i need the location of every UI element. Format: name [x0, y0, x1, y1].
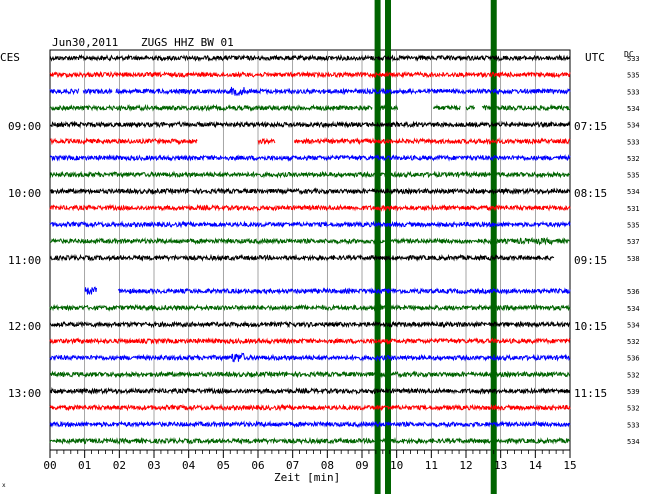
dc-value: 535 [627, 72, 640, 80]
trace-line [49, 203, 571, 212]
event-band [490, 0, 497, 494]
trace-line [84, 286, 571, 296]
x-tick-label: 11 [425, 459, 438, 472]
dc-value: 531 [627, 205, 640, 213]
right-hour-label: 11:15 [574, 387, 607, 400]
trace-line [49, 187, 571, 196]
trace-line [49, 403, 571, 412]
x-tick-label: 01 [78, 459, 91, 472]
left-hour-label: 11:00 [8, 254, 41, 267]
right-hour-label: 09:15 [574, 254, 607, 267]
dc-value: 532 [627, 155, 640, 163]
dc-value: 538 [627, 255, 640, 263]
trace-line [49, 303, 571, 312]
dc-value: 535 [627, 172, 640, 180]
x-tick-label: 10 [390, 459, 403, 472]
dc-value: 534 [627, 122, 640, 130]
right-hour-label: 07:15 [574, 120, 607, 133]
dc-value: 533 [627, 138, 640, 146]
x-tick-label: 02 [113, 459, 126, 472]
right-hour-label: 10:15 [574, 320, 607, 333]
trace-line [49, 53, 571, 62]
x-tick-label: 07 [286, 459, 299, 472]
trace-line [49, 103, 571, 112]
trace-line [49, 352, 571, 363]
plot-date: Jun30,2011 [52, 36, 118, 49]
x-tick-label: 08 [321, 459, 334, 472]
x-tick-label: 14 [529, 459, 543, 472]
event-band [385, 0, 391, 494]
dc-value: 532 [627, 405, 640, 413]
trace-line [49, 236, 571, 246]
event-band [374, 0, 381, 494]
dc-value: 533 [627, 421, 640, 429]
dc-value: 539 [627, 388, 640, 396]
trace-line [49, 370, 571, 379]
left-hour-label: 10:00 [8, 187, 41, 200]
trace-line [49, 120, 571, 129]
x-tick-label: 06 [251, 459, 264, 472]
trace-line [49, 154, 571, 162]
trace-line [49, 86, 571, 97]
dc-value: 534 [627, 305, 640, 313]
dc-value: 536 [627, 355, 640, 363]
trace-line [49, 337, 571, 346]
x-tick-label: 13 [494, 459, 507, 472]
minute-grid [49, 49, 571, 451]
left-timezone-label: CES [0, 51, 20, 64]
right-hour-label: 08:15 [574, 187, 607, 200]
x-tick-label: 05 [217, 459, 230, 472]
dc-value: 534 [627, 105, 640, 113]
dc-value: 537 [627, 238, 640, 246]
trace-line [49, 170, 571, 179]
trace-line [49, 320, 571, 329]
dc-value: 536 [627, 288, 640, 296]
dc-value: 534 [627, 438, 640, 446]
dc-value: 534 [627, 188, 640, 196]
trace-lines [49, 53, 571, 446]
trace-line [49, 137, 571, 146]
dc-column-label: DC [624, 50, 634, 59]
trace-line [49, 220, 571, 229]
left-hour-label: 12:00 [8, 320, 41, 333]
dc-value: 532 [627, 371, 640, 379]
x-axis-label: Zeit [min] [274, 471, 340, 484]
x-axis-ticks: 00 01 02 03 04 05 06 07 08 09 10 11 12 13 14 15 [43, 450, 577, 472]
dc-value: 532 [627, 338, 640, 346]
trace-line [49, 436, 571, 446]
dc-value: 534 [627, 321, 640, 329]
trace-line [49, 420, 571, 429]
x-tick-label: 04 [182, 459, 196, 472]
station-code: ZUGS HHZ BW 01 [141, 36, 234, 49]
x-tick-label: 12 [459, 459, 472, 472]
left-hour-label: 13:00 [8, 387, 41, 400]
left-hour-label: 09:00 [8, 120, 41, 133]
event-bands [374, 0, 497, 494]
dc-value-column: 533 535 533 534 534 533 532 535 534 531 535 537 538 5… [627, 55, 640, 446]
x-tick-label: 03 [147, 459, 160, 472]
dc-value: 533 [627, 55, 640, 63]
x-tick-label: 00 [43, 459, 56, 472]
trace-line [49, 386, 571, 396]
plot-frame [49, 49, 571, 451]
trace-line [49, 70, 571, 79]
x-tick-label: 09 [355, 459, 368, 472]
x-tick-label: 15 [563, 459, 576, 472]
hour-labels: 09:00 10:00 11:00 12:00 13:00 07:15 08:1… [8, 120, 607, 400]
corner-mark: x [2, 482, 6, 489]
right-timezone-label: UTC [585, 51, 605, 64]
dc-value: 533 [627, 88, 640, 96]
dc-value: 535 [627, 222, 640, 230]
